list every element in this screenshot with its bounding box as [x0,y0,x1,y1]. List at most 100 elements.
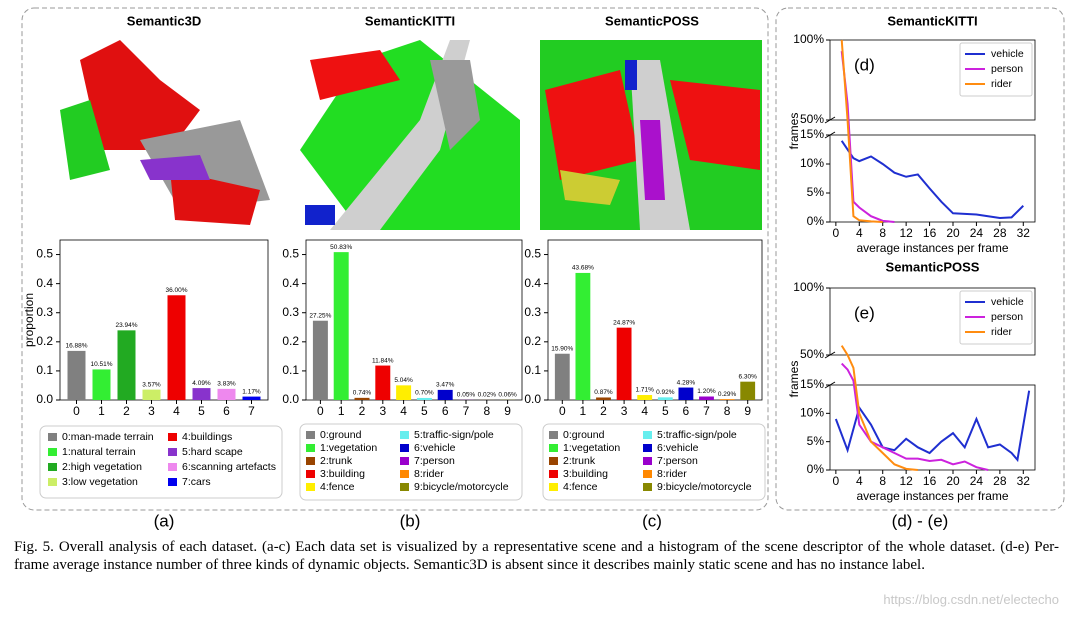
value-label: 0.02% [478,392,497,399]
legend-swatch [400,483,409,491]
bar [437,389,453,400]
legend-label: 6:scanning artefacts [182,461,276,473]
x-tick-label: 24 [970,474,984,488]
legend-label: 1:vegetation [320,442,377,454]
x-axis-label: average instances per frame [856,241,1008,255]
bar [740,381,756,400]
bar [375,365,391,400]
bar [554,353,570,400]
y-tick-label: 0.5 [524,247,541,261]
legend-label: 8:rider [414,468,444,480]
y-tick-label: 0% [807,214,825,228]
bar [312,320,328,400]
legend-label: 9:bicycle/motorcycle [657,481,752,493]
legend-label: 3:building [320,468,365,480]
bar [192,388,211,400]
bar [217,388,236,400]
x-tick-label: 4 [400,404,407,418]
legend-label: 7:cars [182,476,211,488]
bar [719,399,735,400]
legend-swatch [400,444,409,452]
chart-title: Semantic3D [127,13,201,28]
y-tick-label: 0.4 [36,276,53,290]
y-tick-label: 5% [807,185,825,199]
legend-swatch [400,431,409,439]
legend-swatch [643,431,652,439]
series-line [840,140,1024,219]
plot-area [829,39,1036,121]
y-tick-label: 0.3 [282,305,299,319]
x-tick-label: 4 [856,474,863,488]
legend-label: rider [991,326,1013,338]
value-label: 11.84% [372,357,394,364]
x-tick-label: 7 [703,404,710,418]
legend-label: person [991,311,1023,323]
x-tick-label: 2 [123,404,130,418]
plot-area [829,384,1036,471]
value-label: 3.83% [217,381,236,388]
x-tick-label: 6 [683,404,690,418]
annotation: (d) [854,55,875,74]
value-label: 36.00% [165,287,187,294]
y-tick-label: 50% [800,112,824,126]
x-tick-label: 12 [899,474,913,488]
chart-title: SemanticPOSS [605,13,699,28]
y-tick-label: 0.4 [524,276,541,290]
value-label: 6.30% [738,373,757,380]
value-label: 4.28% [677,379,696,386]
legend-label: 8:rider [657,468,687,480]
y-tick-label: 0.0 [36,392,53,406]
y-tick-label: 0.2 [524,334,541,348]
series-line [840,51,895,223]
legend-swatch [48,478,57,486]
y-tick-label: 0.0 [282,392,299,406]
bar [416,397,432,400]
legend-swatch [168,448,177,456]
legend-swatch [400,457,409,465]
x-tick-label: 5 [662,404,669,418]
x-tick-label: 28 [993,226,1007,240]
caption: Fig. 5. Overall analysis of each dataset… [14,539,1059,573]
x-tick-label: 9 [744,404,751,418]
scene-image [60,40,270,225]
value-label: 15.90% [551,345,573,352]
legend-box [542,423,766,501]
x-tick-label: 8 [724,404,731,418]
plot-area [59,239,269,401]
watermark: https://blog.csdn.net/electecho [883,592,1059,607]
legend-label: 7:person [414,455,455,467]
bar [167,295,186,400]
legend-swatch [549,431,558,439]
legend-label: 4:fence [563,481,598,493]
value-label: 10.51% [90,361,112,368]
legend-label: 0:ground [563,429,605,441]
x-tick-label: 20 [946,474,960,488]
panel-label: (c) [642,511,662,530]
value-label: 0.87% [594,389,613,396]
x-tick-label: 1 [580,404,587,418]
bar [142,389,161,400]
legend-box [959,42,1033,97]
y-tick-label: 100% [793,280,824,294]
x-tick-label: 6 [442,404,449,418]
value-label: 23.94% [115,322,137,329]
series-line [840,345,918,471]
y-tick-label: 15% [800,127,824,141]
value-label: 0.92% [656,389,675,396]
legend-label: 7:person [657,455,698,467]
value-label: 3.47% [436,382,455,389]
x-tick-label: 0 [833,226,840,240]
bar [637,395,653,400]
y-tick-label: 10% [800,156,824,170]
y-tick-label: 0.1 [524,363,541,377]
y-tick-label: 0.3 [524,305,541,319]
legend-label: 1:natural terrain [62,446,136,458]
value-label: 43.68% [572,265,594,272]
value-label: 1.71% [635,387,654,394]
x-tick-label: 0 [317,404,324,418]
panel-frame [775,7,1065,511]
x-tick-label: 4 [173,404,180,418]
bar [396,385,412,400]
bar [242,396,261,400]
